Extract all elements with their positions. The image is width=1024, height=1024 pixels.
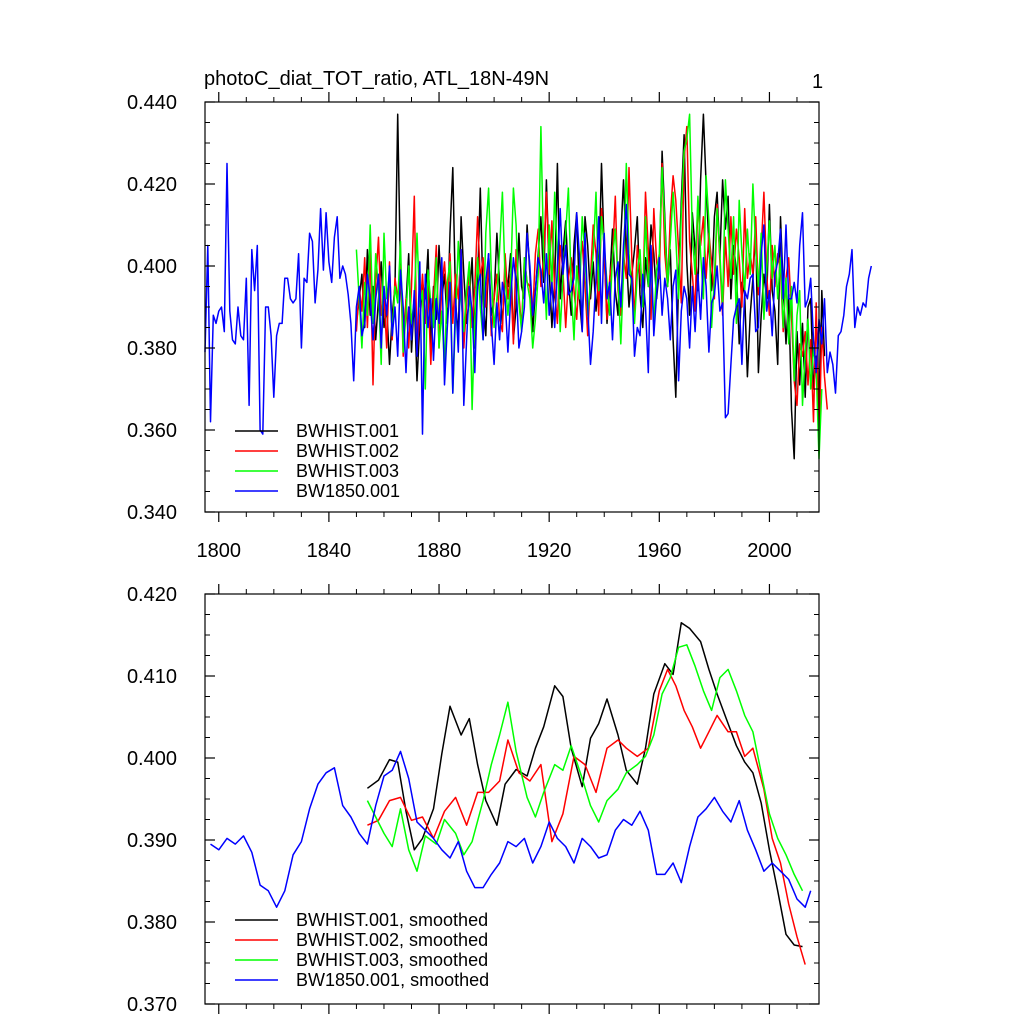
x-tick-label: 1800 xyxy=(197,540,242,562)
series-layer xyxy=(204,113,873,460)
y-tick-label: 0.440 xyxy=(127,92,177,114)
legend-label-2: BWHIST.002, smoothed xyxy=(296,930,488,950)
panel-title: photoC_diat_TOT_ratio, ATL_18N-49N xyxy=(204,68,549,90)
y-tick-label: 0.420 xyxy=(127,174,177,196)
plot-frame xyxy=(204,593,820,1005)
x-tick-label: 2000 xyxy=(747,540,792,562)
series-line-1 xyxy=(366,621,803,948)
plot-frame xyxy=(204,101,820,513)
axis-ticks: 0.340 0.360 0.380 0.400 0.420 0.440 1800 1840 18… xyxy=(127,92,819,562)
series-line-2 xyxy=(367,668,806,965)
y-tick-label: 0.340 xyxy=(127,502,177,524)
y-tick-label: 0.400 xyxy=(127,748,177,770)
x-tick-label: 1960 xyxy=(637,540,682,562)
y-tick-label: 0.380 xyxy=(127,338,177,360)
legend-label-4: BW1850.001 xyxy=(296,481,400,501)
y-tick-label: 0.370 xyxy=(127,994,177,1016)
legend-label-3: BWHIST.003, smoothed xyxy=(296,950,488,970)
y-tick-label: 0.380 xyxy=(127,912,177,934)
x-tick-label: 1920 xyxy=(527,540,572,562)
series-line-4 xyxy=(210,750,812,908)
series-line-4 xyxy=(204,162,873,435)
legend-label-1: BWHIST.001 xyxy=(296,421,399,441)
y-tick-label: 0.390 xyxy=(127,830,177,852)
x-tick-label: 1840 xyxy=(307,540,352,562)
series-line-3 xyxy=(355,113,823,460)
legend-label-2: BWHIST.002 xyxy=(296,441,399,461)
legend-label-1: BWHIST.001, smoothed xyxy=(296,910,488,930)
y-tick-label: 0.400 xyxy=(127,256,177,278)
y-tick-label: 0.360 xyxy=(127,420,177,442)
panel-number: 1 xyxy=(812,71,823,93)
legend-label-3: BWHIST.003 xyxy=(296,461,399,481)
series-layer xyxy=(210,621,812,965)
panel-top: photoC_diat_TOT_ratio, ATL_18N-49N 1 BWH… xyxy=(127,68,873,562)
y-tick-label: 0.410 xyxy=(127,666,177,688)
legend-label-4: BW1850.001, smoothed xyxy=(296,970,489,990)
x-tick-label: 1880 xyxy=(417,540,462,562)
series-line-3 xyxy=(366,644,804,892)
series-line-2 xyxy=(355,125,829,448)
y-tick-label: 0.420 xyxy=(127,584,177,606)
